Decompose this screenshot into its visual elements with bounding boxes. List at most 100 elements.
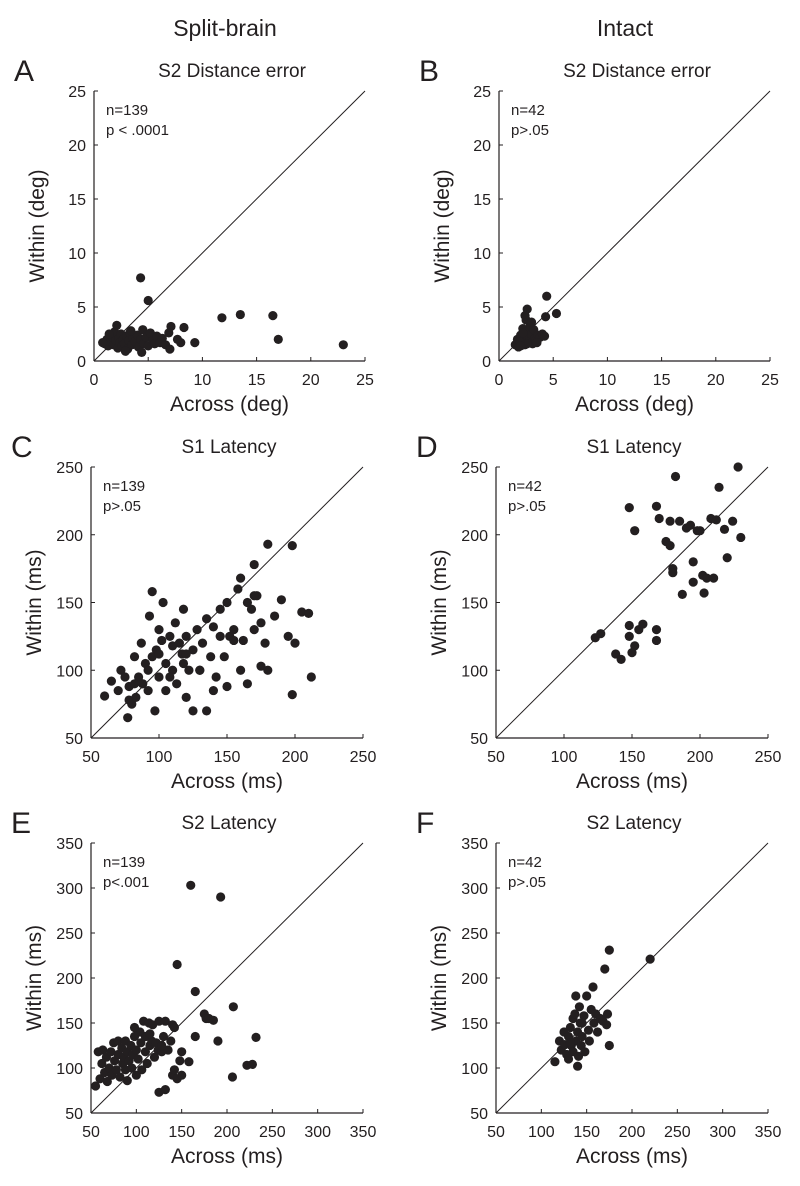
data-point bbox=[624, 503, 634, 513]
data-point bbox=[190, 986, 200, 997]
panel-title: S2 Distance error bbox=[158, 61, 307, 82]
data-point bbox=[728, 516, 738, 526]
x-tick-label: 350 bbox=[350, 1124, 377, 1141]
data-point bbox=[290, 638, 300, 648]
identity-line bbox=[495, 466, 769, 739]
y-tick-label: 5 bbox=[77, 300, 86, 317]
data-point bbox=[175, 1056, 185, 1066]
x-tick-label: 10 bbox=[599, 372, 617, 389]
y-tick-label: 150 bbox=[461, 596, 488, 613]
y-tick-label: 200 bbox=[461, 528, 488, 545]
data-point bbox=[526, 317, 537, 327]
data-point bbox=[516, 341, 526, 351]
data-point bbox=[215, 631, 225, 641]
x-tick-label: 250 bbox=[350, 749, 377, 766]
data-point bbox=[306, 672, 316, 682]
panel-title: S1 Latency bbox=[586, 437, 682, 458]
data-point bbox=[186, 880, 196, 890]
x-tick-label: 5 bbox=[549, 372, 558, 389]
data-point bbox=[147, 587, 157, 597]
data-point bbox=[145, 1029, 155, 1039]
data-point bbox=[181, 631, 191, 641]
data-point bbox=[113, 685, 123, 696]
data-point bbox=[651, 635, 662, 646]
data-point bbox=[178, 658, 189, 669]
data-point bbox=[539, 331, 550, 341]
data-point bbox=[204, 1013, 214, 1024]
data-point bbox=[249, 559, 259, 570]
data-point bbox=[520, 311, 530, 321]
x-tick-label: 200 bbox=[619, 1124, 646, 1141]
y-axis-label: Within (deg) bbox=[431, 169, 454, 282]
data-point bbox=[163, 1045, 173, 1055]
data-point bbox=[202, 614, 212, 624]
data-point bbox=[709, 573, 719, 583]
data-point bbox=[154, 649, 164, 659]
y-tick-label: 15 bbox=[68, 192, 86, 209]
data-point bbox=[158, 597, 168, 608]
data-point bbox=[188, 645, 198, 655]
x-tick-label: 250 bbox=[664, 1124, 691, 1141]
data-point bbox=[677, 589, 687, 599]
data-point bbox=[714, 482, 724, 492]
data-point bbox=[136, 638, 146, 648]
data-point bbox=[120, 672, 130, 682]
data-point bbox=[276, 595, 286, 605]
data-point bbox=[120, 346, 131, 356]
data-point bbox=[160, 1016, 170, 1026]
data-point bbox=[551, 308, 562, 319]
data-point bbox=[170, 618, 180, 628]
data-point bbox=[571, 991, 581, 1001]
x-tick-label: 100 bbox=[528, 1124, 555, 1141]
data-point bbox=[583, 1025, 594, 1035]
data-point bbox=[577, 1031, 587, 1042]
y-tick-label: 100 bbox=[461, 1061, 488, 1078]
data-point bbox=[215, 604, 225, 614]
data-point bbox=[172, 679, 182, 689]
data-point bbox=[123, 713, 133, 723]
x-tick-label: 250 bbox=[259, 1124, 286, 1141]
y-tick-label: 20 bbox=[473, 138, 491, 155]
data-point bbox=[160, 1085, 170, 1095]
panel-letter: B bbox=[419, 55, 439, 88]
data-point bbox=[177, 1070, 187, 1080]
data-point bbox=[719, 524, 730, 534]
data-point bbox=[154, 625, 164, 635]
data-point bbox=[249, 591, 259, 601]
x-tick-label: 10 bbox=[194, 372, 212, 389]
data-point bbox=[670, 471, 681, 482]
data-point bbox=[184, 665, 194, 675]
data-point bbox=[131, 1045, 141, 1055]
data-point bbox=[651, 625, 662, 635]
column-header-intact: Intact bbox=[597, 15, 654, 41]
data-point bbox=[143, 685, 153, 696]
panel-letter: E bbox=[11, 807, 31, 840]
data-point bbox=[129, 679, 140, 689]
p-label: p>.05 bbox=[508, 498, 546, 515]
x-tick-label: 5 bbox=[144, 372, 153, 389]
data-point bbox=[236, 665, 246, 675]
data-point bbox=[174, 638, 184, 648]
data-point bbox=[604, 1040, 614, 1051]
x-tick-label: 20 bbox=[707, 372, 725, 389]
p-label: p>.05 bbox=[103, 498, 141, 515]
x-axis-label: Across (deg) bbox=[575, 393, 694, 416]
n-label: n=139 bbox=[103, 478, 145, 495]
x-axis-label: Across (ms) bbox=[576, 1145, 688, 1168]
y-tick-label: 50 bbox=[470, 1106, 488, 1123]
data-point bbox=[112, 320, 122, 330]
data-point bbox=[126, 326, 136, 336]
y-tick-label: 0 bbox=[482, 354, 491, 371]
data-point bbox=[600, 964, 610, 974]
data-point bbox=[208, 685, 218, 696]
data-point bbox=[190, 338, 200, 348]
data-point bbox=[219, 652, 229, 662]
data-point bbox=[580, 1047, 590, 1057]
data-point bbox=[158, 1031, 169, 1042]
data-point bbox=[169, 1065, 180, 1075]
data-point bbox=[213, 1036, 223, 1046]
x-tick-label: 50 bbox=[487, 1124, 505, 1141]
x-tick-label: 100 bbox=[146, 749, 173, 766]
